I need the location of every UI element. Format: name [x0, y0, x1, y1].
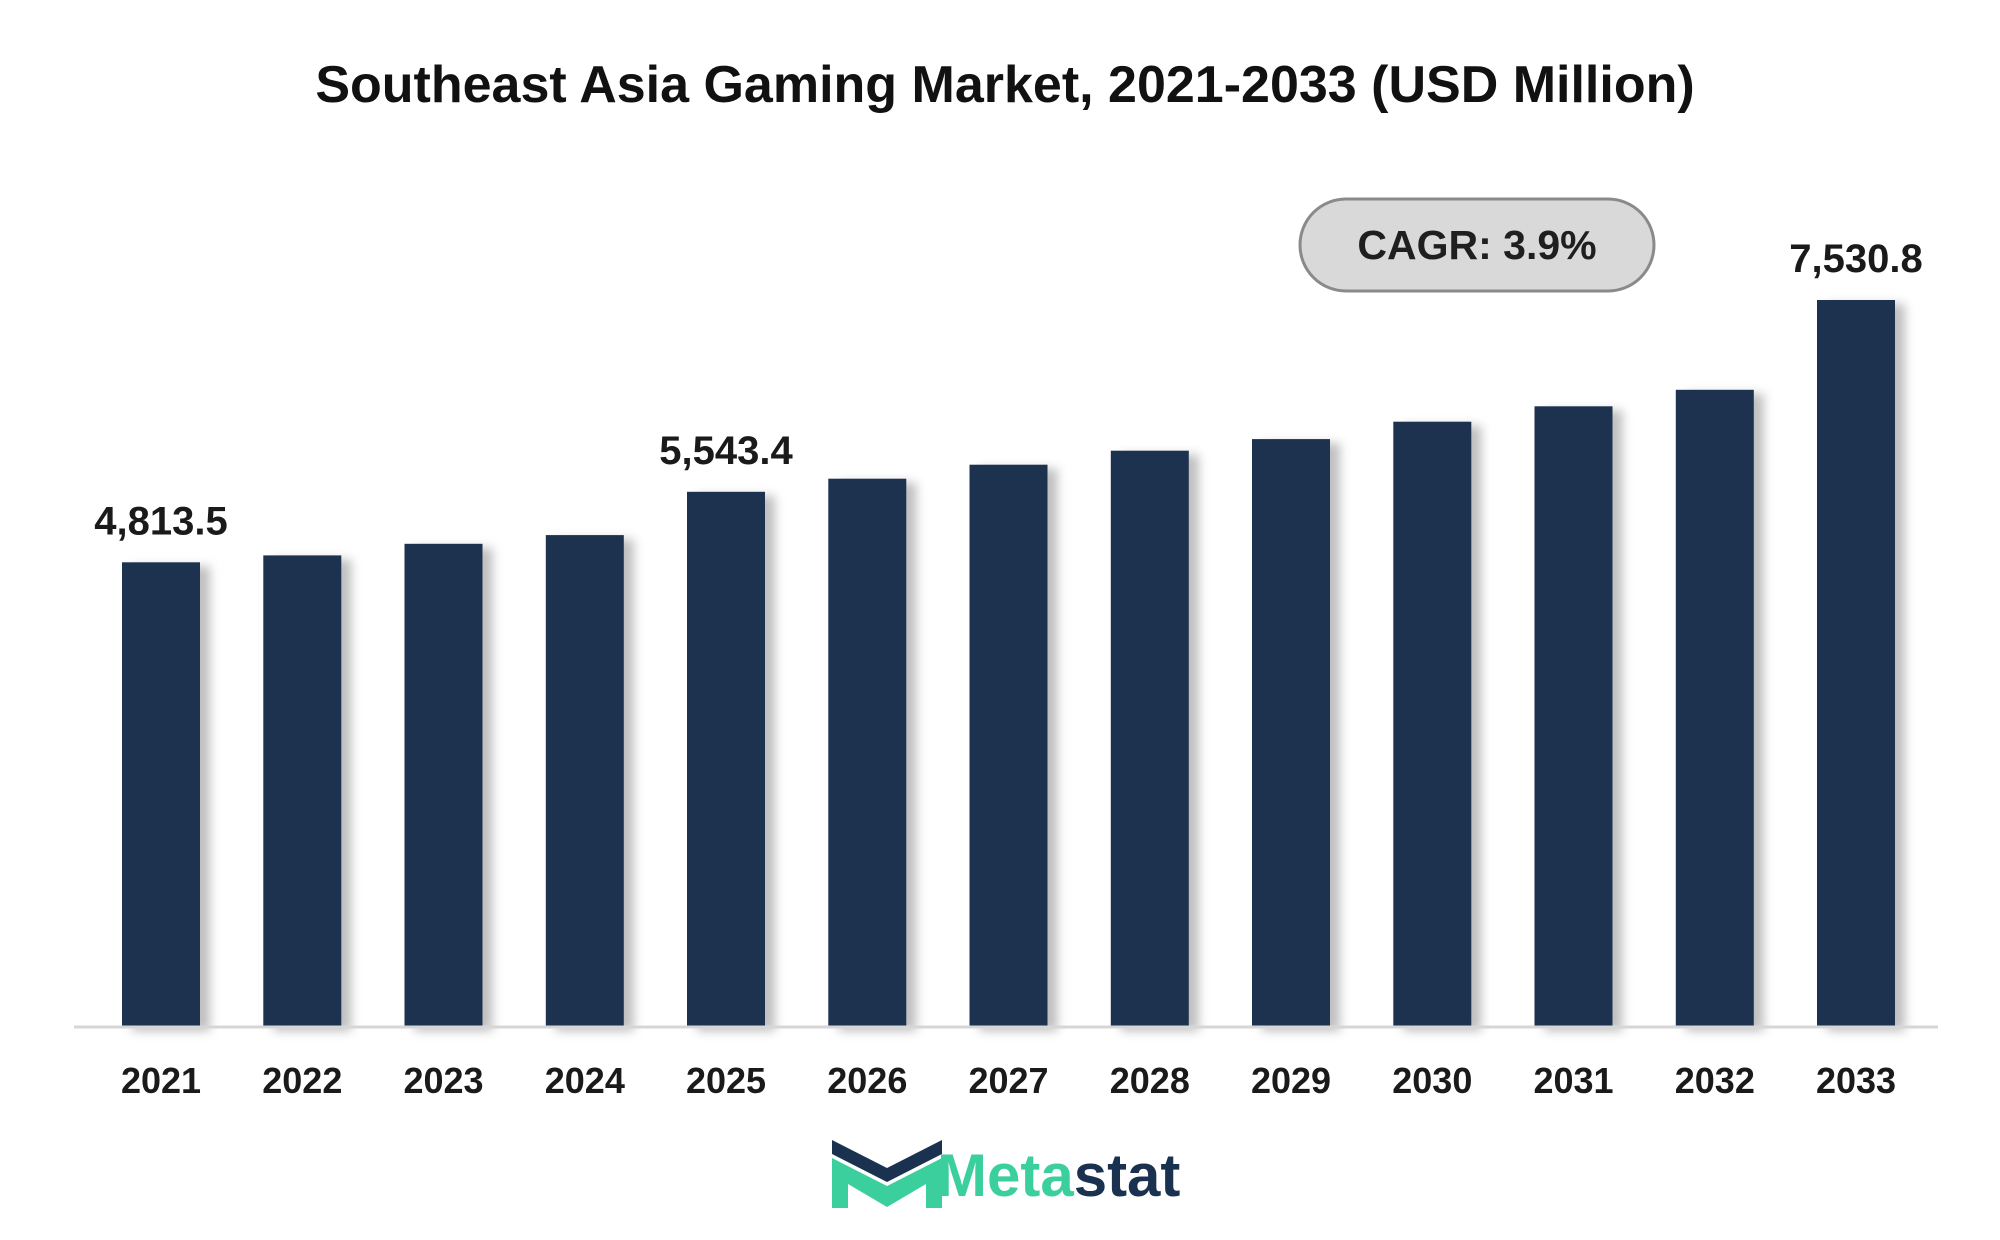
bar-2029 — [1252, 439, 1330, 1028]
x-tick-label-2031: 2031 — [1533, 1060, 1613, 1101]
data-label-2021: 4,813.5 — [94, 499, 227, 543]
x-tick-label-2024: 2024 — [545, 1060, 625, 1101]
bar-2025 — [687, 491, 765, 1027]
bar-2021 — [122, 562, 200, 1027]
data-labels: 4,813.5 5,543.4 7,530.8 — [94, 237, 1922, 543]
x-tick-label-2022: 2022 — [262, 1060, 342, 1101]
bar-2026 — [828, 478, 907, 1027]
x-tick-label-2025: 2025 — [686, 1060, 766, 1101]
bar-2023 — [404, 543, 483, 1027]
x-tick-labels: 2021 2022 2023 2024 2025 2026 2027 2028 2029 2030… — [121, 1060, 1896, 1101]
bar-2028 — [1110, 450, 1189, 1027]
bar-2032 — [1675, 389, 1754, 1027]
x-tick-label-2029: 2029 — [1251, 1060, 1331, 1101]
x-tick-label-2028: 2028 — [1110, 1060, 1190, 1101]
brand-name-part1: Meta — [937, 1142, 1074, 1209]
cagr-badge: CAGR: 3.9% — [1298, 197, 1656, 293]
brand-name-part2: stat — [1074, 1142, 1181, 1209]
cagr-annotation: CAGR: 3.9% — [1357, 222, 1596, 268]
x-tick-label-2023: 2023 — [403, 1060, 483, 1101]
bar-2027 — [969, 464, 1048, 1027]
x-tick-label-2033: 2033 — [1816, 1060, 1896, 1101]
bar-2030 — [1393, 421, 1472, 1027]
x-tick-label-2030: 2030 — [1392, 1060, 1472, 1101]
bar-2033 — [1817, 300, 1895, 1027]
cagr-badge-background — [1298, 197, 1656, 293]
bars-group — [122, 300, 1895, 1028]
data-label-2025: 5,543.4 — [659, 429, 793, 473]
brand-logo: Metastat — [832, 1140, 1180, 1209]
x-tick-label-2021: 2021 — [121, 1060, 201, 1101]
metastat-m-logo-icon — [832, 1140, 942, 1208]
x-tick-label-2027: 2027 — [968, 1060, 1048, 1101]
x-tick-label-2032: 2032 — [1675, 1060, 1755, 1101]
bar-2024 — [545, 535, 624, 1027]
bar-2031 — [1534, 406, 1613, 1027]
bar-2022 — [263, 555, 342, 1027]
x-tick-label-2026: 2026 — [827, 1060, 907, 1101]
data-label-2033: 7,530.8 — [1789, 237, 1922, 281]
brand-name: Metastat — [937, 1142, 1180, 1209]
chart-title: Southeast Asia Gaming Market, 2021-2033 … — [315, 56, 1694, 114]
